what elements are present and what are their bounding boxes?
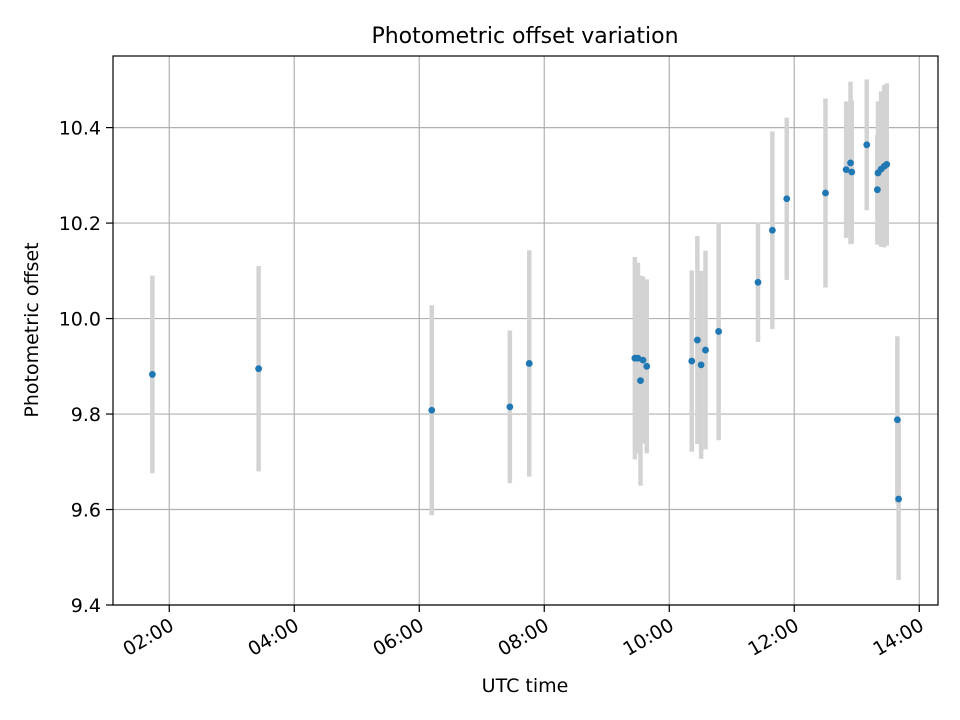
plot-frame [112,55,939,606]
data-point [637,377,644,385]
data-points [148,141,903,503]
data-point [428,406,436,414]
data-point [873,186,881,194]
data-point [847,159,854,167]
data-point [639,356,647,364]
data-point [255,365,263,373]
data-point [893,416,901,424]
data-point [895,495,903,503]
data-point [768,226,776,234]
y-tick-label: 9.6 [71,500,101,522]
data-point [506,403,514,411]
chart-title: Photometric offset variation [371,24,678,49]
x-axis-label: UTC time [482,675,569,697]
data-point [863,141,871,149]
data-point [754,278,762,286]
y-axis-label: Photometric offset [21,242,43,417]
y-tick-label: 10.4 [59,118,101,140]
data-point [693,336,701,344]
y-tick-label: 10.0 [59,309,101,331]
data-point [848,168,856,176]
data-point [842,166,850,174]
plot-area-background [113,56,938,605]
data-point [822,189,829,197]
data-point [783,195,791,203]
data-point [643,362,651,370]
data-point [525,360,533,367]
y-tick-label: 9.8 [71,404,101,426]
data-point [702,346,709,354]
data-point [697,361,705,369]
y-tick-label: 9.4 [71,595,101,617]
data-point [715,328,723,335]
data-point [148,371,156,378]
data-point [688,357,696,365]
y-tick-label: 10.2 [59,213,101,235]
data-point [883,160,891,168]
y-axis-ticks: 9.4 9.6 9.8 10.0 10.2 10.4 [59,118,113,617]
